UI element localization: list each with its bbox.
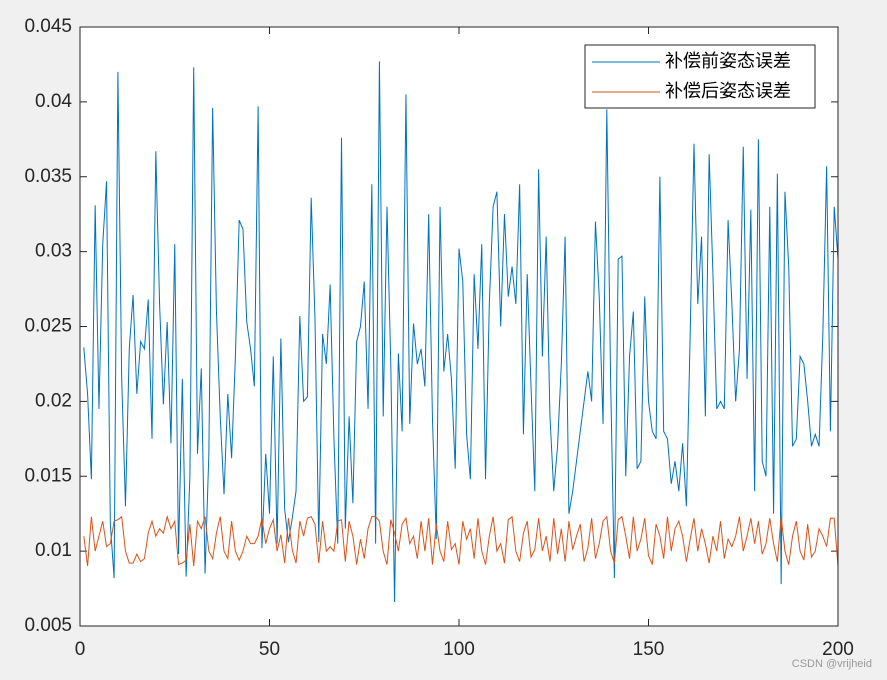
y-tick-label: 0.035 xyxy=(24,166,72,187)
axes-box xyxy=(79,26,839,627)
x-tick-label: 0 xyxy=(75,639,86,660)
x-tick-label: 200 xyxy=(822,639,854,660)
x-tick-label: 100 xyxy=(443,639,475,660)
watermark: CSDN @vrijheid xyxy=(792,658,872,670)
legend-label: 补偿前姿态误差 xyxy=(665,51,791,72)
series-line xyxy=(83,514,839,567)
legend-label: 补偿后姿态误差 xyxy=(665,81,791,102)
x-tick-label: 150 xyxy=(633,639,665,660)
y-tick-label: 0.01 xyxy=(35,540,72,561)
y-tick-label: 0.025 xyxy=(24,316,72,337)
y-tick-label: 0.015 xyxy=(24,465,72,486)
y-tick-label: 0.005 xyxy=(24,615,72,636)
legend-box xyxy=(584,44,816,109)
y-tick-label: 0.04 xyxy=(35,91,72,112)
x-tick-label: 50 xyxy=(259,639,280,660)
series-line xyxy=(83,61,839,603)
y-tick-label: 0.045 xyxy=(24,16,72,37)
y-tick-label: 0.02 xyxy=(35,390,72,411)
y-tick-label: 0.03 xyxy=(35,241,72,262)
